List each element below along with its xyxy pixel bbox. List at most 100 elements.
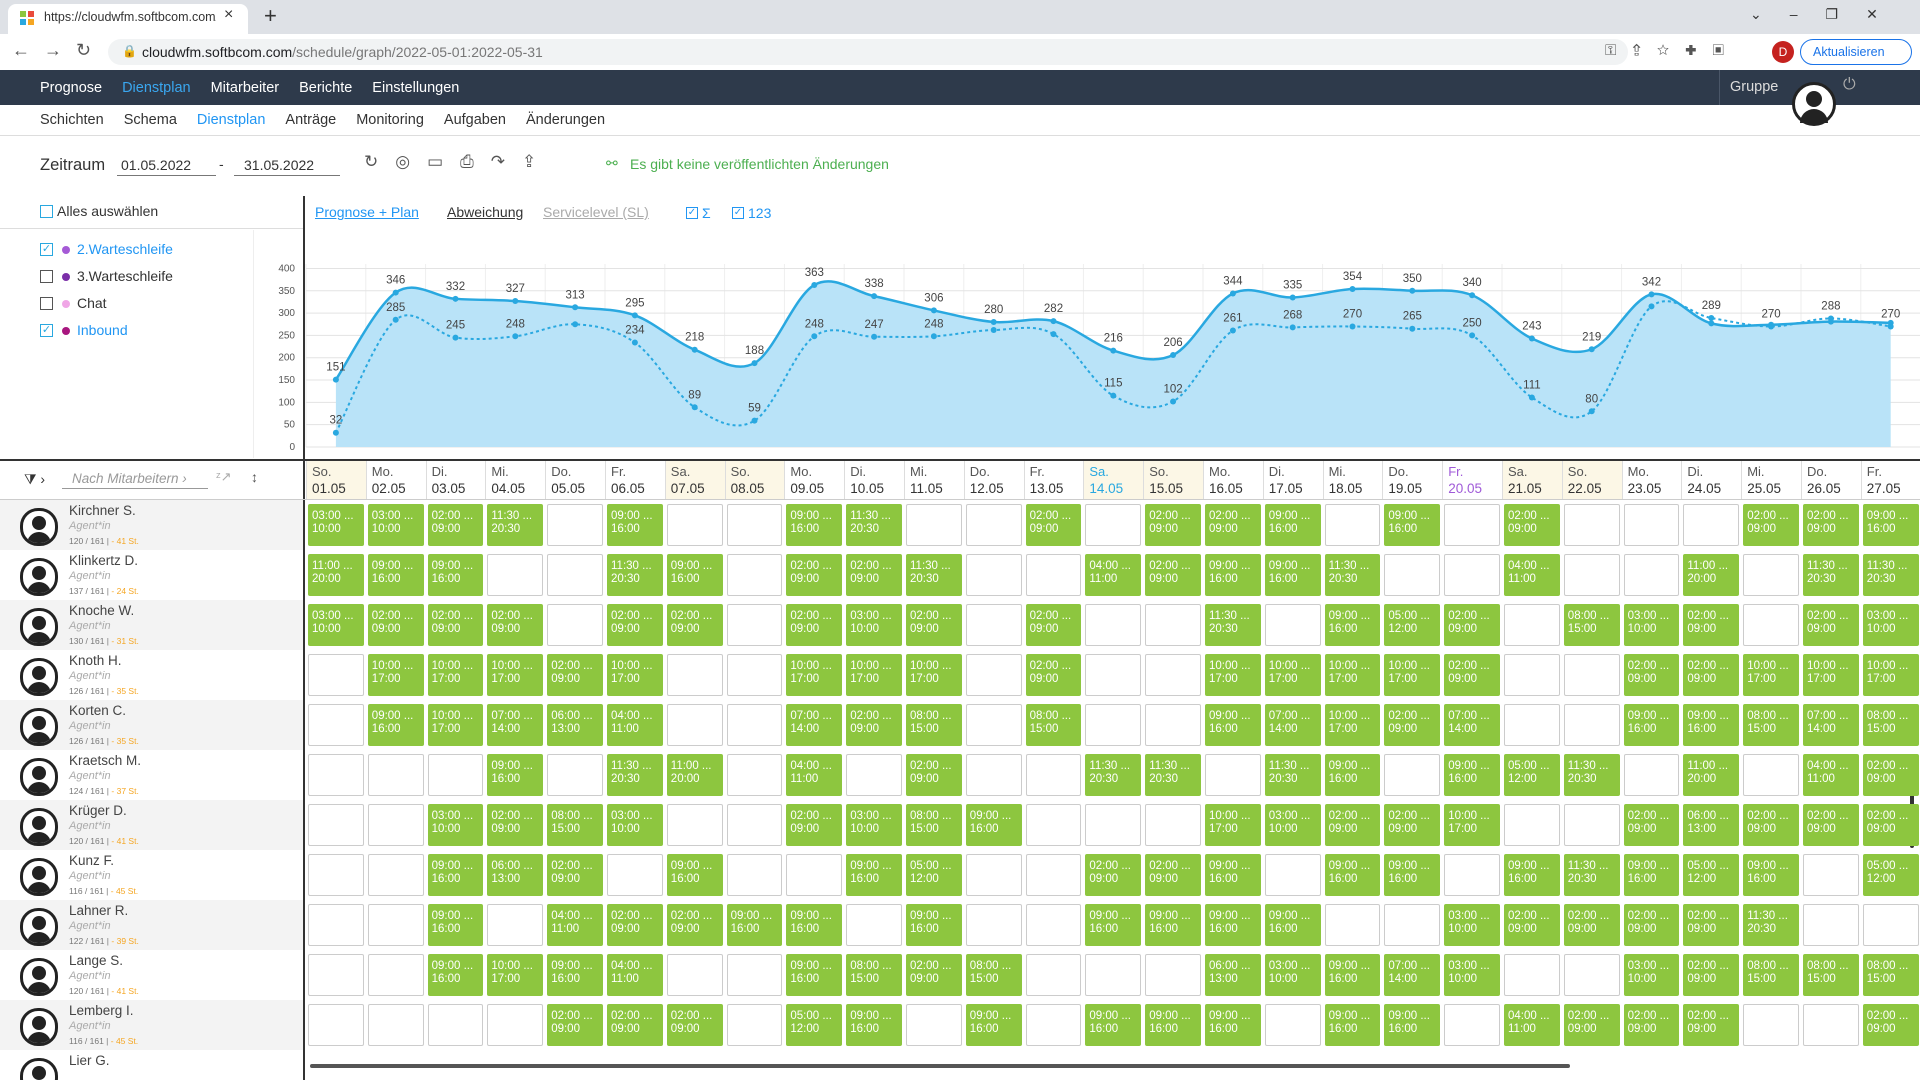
empty-cell[interactable]: [1444, 854, 1500, 896]
shift-cell[interactable]: 11:30 ... 20:30: [906, 554, 962, 596]
shift-cell[interactable]: 09:00 ... 16:00: [1085, 904, 1142, 946]
shift-cell[interactable]: 02:00 ... 09:00: [1743, 804, 1799, 846]
empty-cell[interactable]: [1025, 954, 1082, 996]
empty-cell[interactable]: [547, 504, 603, 546]
shift-cell[interactable]: 10:00 ... 17:00: [487, 654, 544, 696]
shift-cell[interactable]: 03:00 ... 10:00: [1623, 604, 1680, 646]
shift-cell[interactable]: 09:00 ... 16:00: [1862, 504, 1919, 546]
shift-cell[interactable]: 09:00 ... 16:00: [1623, 704, 1680, 746]
empty-cell[interactable]: [666, 654, 723, 696]
shift-cell[interactable]: 08:00 ... 15:00: [547, 804, 603, 846]
shift-cell[interactable]: 02:00 ... 09:00: [1025, 654, 1082, 696]
shift-cell[interactable]: 06:00 ... 13:00: [487, 854, 544, 896]
shift-cell[interactable]: 11:00 ... 20:00: [666, 754, 723, 796]
shift-cell[interactable]: 05:00 ... 12:00: [1504, 754, 1560, 796]
empty-cell[interactable]: [666, 504, 723, 546]
shift-cell[interactable]: 09:00 ... 16:00: [1324, 1004, 1381, 1046]
shift-cell[interactable]: 02:00 ... 09:00: [1504, 504, 1560, 546]
url-box[interactable]: [108, 39, 1628, 65]
shift-cell[interactable]: 02:00 ... 09:00: [1025, 604, 1082, 646]
shift-cell[interactable]: 09:00 ... 16:00: [1205, 854, 1261, 896]
empty-cell[interactable]: [666, 704, 723, 746]
shift-cell[interactable]: 02:00 ... 09:00: [1803, 804, 1859, 846]
empty-cell[interactable]: [1145, 604, 1201, 646]
shift-cell[interactable]: 09:00 ... 16:00: [1384, 854, 1441, 896]
empty-cell[interactable]: [1264, 1004, 1321, 1046]
empty-cell[interactable]: [1803, 904, 1859, 946]
empty-cell[interactable]: [308, 754, 364, 796]
shift-cell[interactable]: 07:00 ... 14:00: [1444, 704, 1500, 746]
empty-cell[interactable]: [1563, 804, 1620, 846]
shift-cell[interactable]: 09:00 ... 16:00: [427, 904, 484, 946]
shift-cell[interactable]: 09:00 ... 16:00: [427, 954, 484, 996]
shift-cell[interactable]: 09:00 ... 16:00: [1743, 854, 1799, 896]
empty-cell[interactable]: [965, 704, 1022, 746]
empty-cell[interactable]: [1563, 954, 1620, 996]
empty-cell[interactable]: [1563, 504, 1620, 546]
shift-cell[interactable]: 02:00 ... 09:00: [1205, 504, 1261, 546]
shift-cell[interactable]: 10:00 ... 17:00: [1324, 704, 1381, 746]
shift-cell[interactable]: 02:00 ... 09:00: [487, 604, 544, 646]
shift-cell[interactable]: 08:00 ... 15:00: [1563, 604, 1620, 646]
toggle-checkbox[interactable]: ✓: [686, 207, 698, 219]
user-avatar[interactable]: [1792, 82, 1836, 126]
shift-cell[interactable]: 09:00 ... 16:00: [1145, 1004, 1201, 1046]
sort-az[interactable]: ᶻ↗: [216, 469, 232, 484]
toolbar-icons[interactable]: ↻◎▭⎙↷⇪: [364, 152, 554, 171]
empty-cell[interactable]: [487, 904, 544, 946]
shift-cell[interactable]: 10:00 ... 17:00: [1743, 654, 1799, 696]
empty-cell[interactable]: [1504, 804, 1560, 846]
nav-buttons[interactable]: ←→↻: [12, 40, 106, 60]
empty-cell[interactable]: [1264, 854, 1321, 896]
empty-cell[interactable]: [965, 654, 1022, 696]
logout-icon[interactable]: ⏻: [1843, 76, 1856, 93]
shift-cell[interactable]: 11:30 ... 20:30: [1862, 554, 1919, 596]
date-to[interactable]: 31.05.2022: [234, 157, 340, 176]
chart-tab[interactable]: Abweichung: [447, 204, 524, 220]
empty-cell[interactable]: [1504, 704, 1560, 746]
empty-cell[interactable]: [1324, 904, 1381, 946]
tab[interactable]: [8, 4, 248, 34]
shift-cell[interactable]: 09:00 ... 16:00: [1384, 1004, 1441, 1046]
empty-cell[interactable]: [1324, 504, 1381, 546]
shift-cell[interactable]: 02:00 ... 09:00: [906, 604, 962, 646]
sub-nav-item[interactable]: Aufgaben: [443, 112, 506, 128]
shift-cell[interactable]: 03:00 ... 10:00: [1623, 954, 1680, 996]
empty-cell[interactable]: [367, 854, 424, 896]
sub-nav-item[interactable]: Dienstplan: [196, 112, 266, 128]
shift-cell[interactable]: 03:00 ... 10:00: [308, 504, 364, 546]
employee-name[interactable]: Klinkertz D.: [69, 553, 139, 568]
empty-cell[interactable]: [1025, 904, 1082, 946]
employee-search[interactable]: Nach Mitarbeitern ›: [62, 471, 208, 489]
queue-label[interactable]: Inbound: [77, 322, 128, 338]
shift-cell[interactable]: 02:00 ... 09:00: [1803, 604, 1859, 646]
chart-tab[interactable]: Prognose + Plan: [315, 204, 419, 220]
queue-checkbox[interactable]: [40, 270, 53, 283]
empty-cell[interactable]: [308, 1004, 364, 1046]
shift-cell[interactable]: 09:00 ... 16:00: [427, 554, 484, 596]
select-all-label[interactable]: Alles auswählen: [57, 203, 159, 219]
shift-cell[interactable]: 09:00 ... 16:00: [786, 504, 843, 546]
employee-name[interactable]: Krüger D.: [69, 803, 127, 818]
shift-cell[interactable]: 09:00 ... 16:00: [846, 1004, 902, 1046]
shift-cell[interactable]: 10:00 ... 17:00: [786, 654, 843, 696]
shift-cell[interactable]: 02:00 ... 09:00: [607, 604, 663, 646]
shift-cell[interactable]: 03:00 ... 10:00: [427, 804, 484, 846]
shift-cell[interactable]: 10:00 ... 17:00: [906, 654, 962, 696]
empty-cell[interactable]: [1085, 704, 1142, 746]
shift-cell[interactable]: 07:00 ... 14:00: [1384, 954, 1441, 996]
queue-checkbox[interactable]: ✓: [40, 324, 53, 337]
shift-cell[interactable]: 02:00 ... 09:00: [1862, 804, 1919, 846]
shift-cell[interactable]: 10:00 ... 17:00: [1444, 804, 1500, 846]
empty-cell[interactable]: [1683, 504, 1740, 546]
shift-cell[interactable]: 05:00 ... 12:00: [906, 854, 962, 896]
shift-cell[interactable]: 11:00 ... 20:00: [1683, 554, 1740, 596]
toggle-label[interactable]: Σ: [702, 205, 711, 221]
employee-name[interactable]: Knoth H.: [69, 653, 122, 668]
shift-cell[interactable]: 08:00 ... 15:00: [1743, 704, 1799, 746]
nav-item[interactable]: Mitarbeiter: [210, 79, 280, 96]
shift-cell[interactable]: 02:00 ... 09:00: [1025, 504, 1082, 546]
shift-cell[interactable]: 09:00 ... 16:00: [965, 1004, 1022, 1046]
shift-cell[interactable]: 09:00 ... 16:00: [1384, 504, 1441, 546]
empty-cell[interactable]: [487, 1004, 544, 1046]
